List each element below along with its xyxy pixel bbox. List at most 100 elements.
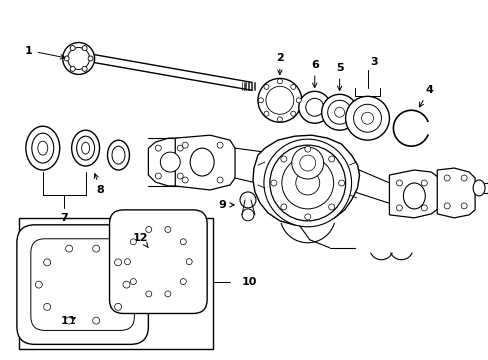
Text: 10: 10 — [242, 276, 257, 287]
Circle shape — [155, 173, 161, 179]
Circle shape — [281, 157, 333, 209]
Circle shape — [182, 142, 188, 148]
Ellipse shape — [112, 146, 125, 164]
Circle shape — [88, 56, 93, 61]
Ellipse shape — [403, 183, 425, 209]
Circle shape — [182, 177, 188, 183]
Circle shape — [93, 245, 100, 252]
Circle shape — [65, 317, 72, 324]
Circle shape — [130, 239, 136, 245]
Circle shape — [177, 145, 183, 151]
Circle shape — [199, 159, 205, 165]
Text: 11: 11 — [61, 316, 76, 327]
Circle shape — [93, 317, 100, 324]
Circle shape — [421, 180, 427, 186]
Ellipse shape — [38, 141, 48, 155]
Ellipse shape — [190, 148, 214, 176]
Circle shape — [145, 291, 151, 297]
Ellipse shape — [107, 140, 129, 170]
Text: 4: 4 — [419, 85, 432, 107]
Ellipse shape — [32, 133, 54, 163]
Circle shape — [180, 239, 186, 245]
Circle shape — [277, 117, 282, 122]
Circle shape — [298, 91, 330, 123]
Circle shape — [70, 46, 75, 51]
Circle shape — [130, 279, 136, 284]
Circle shape — [277, 79, 282, 84]
Circle shape — [304, 146, 310, 152]
Circle shape — [290, 111, 295, 116]
Polygon shape — [388, 170, 438, 218]
Circle shape — [160, 152, 180, 172]
Ellipse shape — [472, 180, 484, 196]
Circle shape — [258, 78, 301, 122]
Text: 9: 9 — [218, 200, 234, 210]
Circle shape — [328, 204, 334, 210]
Polygon shape — [252, 135, 359, 226]
Text: 1: 1 — [25, 45, 65, 59]
Circle shape — [264, 111, 268, 116]
Polygon shape — [175, 135, 235, 190]
Circle shape — [264, 139, 351, 227]
Polygon shape — [436, 168, 474, 218]
Circle shape — [269, 145, 345, 221]
Circle shape — [217, 142, 223, 148]
Polygon shape — [148, 138, 192, 186]
Circle shape — [338, 180, 344, 186]
Circle shape — [460, 203, 466, 209]
Ellipse shape — [72, 130, 100, 166]
Circle shape — [43, 303, 51, 310]
Circle shape — [396, 180, 402, 186]
Circle shape — [122, 281, 130, 288]
Circle shape — [327, 100, 351, 124]
Circle shape — [280, 156, 286, 162]
Circle shape — [67, 48, 89, 69]
Circle shape — [242, 209, 253, 221]
Circle shape — [361, 112, 373, 124]
Circle shape — [290, 85, 295, 89]
Bar — [19, 218, 213, 349]
Circle shape — [299, 155, 315, 171]
Circle shape — [177, 173, 183, 179]
Circle shape — [321, 94, 357, 130]
Circle shape — [291, 147, 323, 179]
Text: 5: 5 — [335, 63, 343, 90]
Circle shape — [180, 279, 186, 284]
Text: 6: 6 — [310, 60, 318, 87]
Circle shape — [82, 66, 87, 71]
Ellipse shape — [26, 126, 60, 170]
Circle shape — [114, 303, 122, 310]
Circle shape — [64, 56, 69, 61]
FancyBboxPatch shape — [17, 225, 148, 345]
Circle shape — [460, 175, 466, 181]
Circle shape — [145, 226, 151, 233]
Circle shape — [43, 259, 51, 266]
Circle shape — [164, 226, 170, 233]
Text: 3: 3 — [370, 58, 378, 67]
Circle shape — [265, 86, 293, 114]
Circle shape — [264, 85, 268, 89]
Circle shape — [421, 205, 427, 211]
Circle shape — [258, 98, 263, 103]
Circle shape — [334, 107, 344, 117]
Circle shape — [443, 175, 449, 181]
Circle shape — [65, 245, 72, 252]
Circle shape — [240, 192, 255, 208]
Circle shape — [70, 66, 75, 71]
Circle shape — [296, 98, 301, 103]
Circle shape — [396, 205, 402, 211]
Circle shape — [295, 171, 319, 195]
Circle shape — [305, 98, 323, 116]
Circle shape — [62, 42, 94, 75]
FancyBboxPatch shape — [109, 210, 207, 314]
Circle shape — [280, 204, 286, 210]
Ellipse shape — [77, 136, 94, 160]
Circle shape — [186, 259, 192, 265]
Circle shape — [353, 104, 381, 132]
Circle shape — [345, 96, 388, 140]
Circle shape — [328, 156, 334, 162]
FancyBboxPatch shape — [31, 239, 134, 330]
Circle shape — [217, 177, 223, 183]
Circle shape — [164, 291, 170, 297]
Circle shape — [35, 281, 42, 288]
